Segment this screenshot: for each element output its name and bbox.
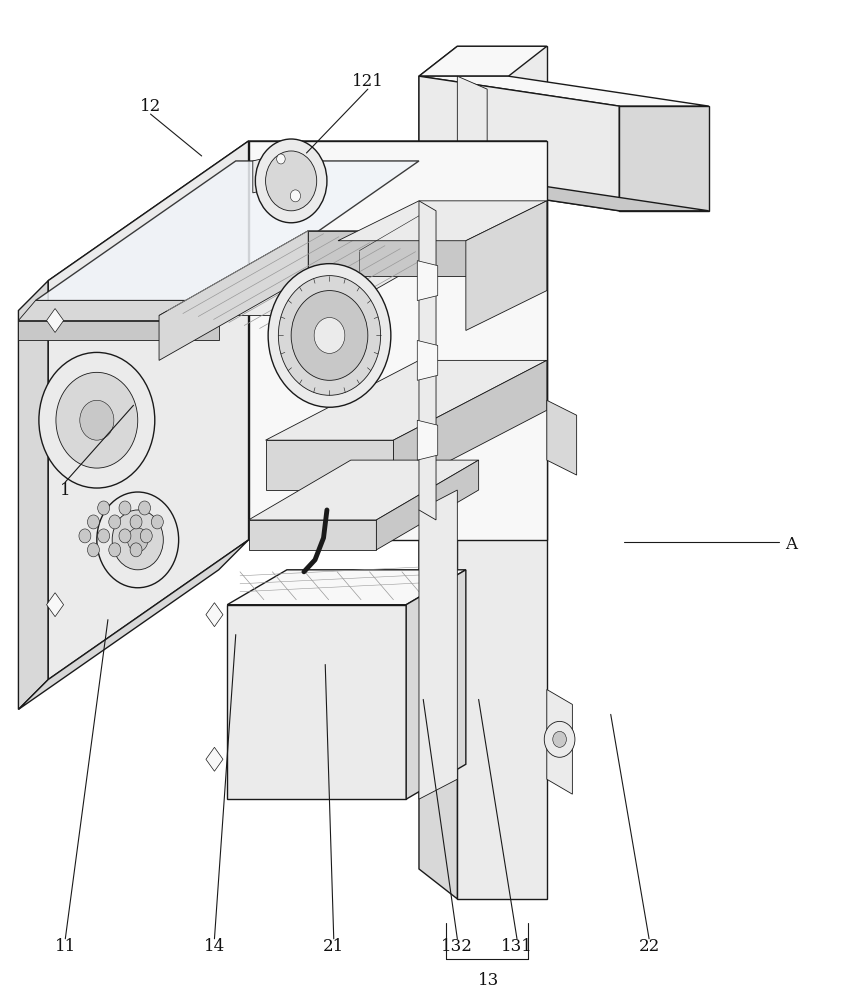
Circle shape: [112, 510, 163, 570]
Polygon shape: [227, 570, 466, 605]
Circle shape: [130, 515, 142, 529]
Text: 21: 21: [323, 938, 345, 955]
Polygon shape: [253, 151, 296, 193]
Polygon shape: [249, 520, 376, 550]
Circle shape: [130, 543, 142, 557]
Polygon shape: [547, 689, 572, 794]
Polygon shape: [619, 106, 709, 211]
Polygon shape: [35, 161, 419, 301]
Circle shape: [97, 501, 109, 515]
Text: 131: 131: [501, 938, 533, 955]
Text: 14: 14: [203, 938, 225, 955]
Text: 1: 1: [60, 482, 71, 499]
Polygon shape: [417, 261, 438, 301]
Circle shape: [97, 492, 179, 588]
Polygon shape: [48, 141, 547, 281]
Text: 13: 13: [478, 972, 499, 989]
Circle shape: [79, 529, 91, 543]
Polygon shape: [249, 141, 547, 540]
Polygon shape: [266, 440, 393, 490]
Circle shape: [268, 264, 391, 407]
Polygon shape: [466, 201, 547, 330]
Polygon shape: [547, 400, 576, 475]
Circle shape: [140, 529, 152, 543]
Polygon shape: [406, 570, 466, 799]
Polygon shape: [159, 231, 308, 360]
Circle shape: [545, 721, 575, 757]
Polygon shape: [419, 46, 457, 899]
Circle shape: [277, 154, 286, 164]
Polygon shape: [159, 231, 479, 316]
Circle shape: [119, 529, 131, 543]
Polygon shape: [393, 360, 547, 490]
Polygon shape: [206, 603, 223, 627]
Circle shape: [151, 515, 163, 529]
Circle shape: [553, 731, 566, 747]
Circle shape: [38, 352, 155, 488]
Circle shape: [97, 529, 109, 543]
Polygon shape: [46, 309, 63, 332]
Circle shape: [56, 372, 138, 468]
Polygon shape: [19, 540, 249, 709]
Circle shape: [109, 543, 121, 557]
Polygon shape: [19, 281, 48, 709]
Polygon shape: [419, 490, 457, 799]
Polygon shape: [308, 231, 479, 276]
Text: 11: 11: [55, 938, 76, 955]
Polygon shape: [419, 201, 436, 520]
Text: 121: 121: [352, 73, 384, 90]
Polygon shape: [46, 593, 63, 617]
Polygon shape: [457, 76, 487, 194]
Polygon shape: [419, 76, 709, 106]
Text: 12: 12: [140, 98, 161, 115]
Circle shape: [109, 515, 121, 529]
Circle shape: [139, 501, 150, 515]
Circle shape: [87, 543, 99, 557]
Circle shape: [266, 151, 316, 211]
Circle shape: [80, 400, 114, 440]
Circle shape: [292, 291, 368, 380]
Polygon shape: [417, 340, 438, 380]
Polygon shape: [19, 301, 219, 320]
Polygon shape: [19, 320, 219, 340]
Polygon shape: [419, 76, 619, 211]
Circle shape: [87, 515, 99, 529]
Circle shape: [279, 276, 380, 395]
Circle shape: [119, 501, 131, 515]
Circle shape: [291, 190, 300, 202]
Polygon shape: [206, 747, 223, 771]
Polygon shape: [227, 605, 406, 799]
Polygon shape: [266, 360, 547, 440]
Polygon shape: [419, 181, 709, 211]
Circle shape: [127, 528, 148, 552]
Polygon shape: [419, 46, 547, 76]
Polygon shape: [48, 141, 249, 680]
Polygon shape: [457, 46, 547, 899]
Polygon shape: [417, 420, 438, 460]
Polygon shape: [376, 460, 479, 550]
Text: 22: 22: [639, 938, 660, 955]
Text: 132: 132: [441, 938, 474, 955]
Polygon shape: [338, 201, 547, 241]
Text: A: A: [786, 536, 798, 553]
Circle shape: [314, 318, 345, 353]
Circle shape: [256, 139, 327, 223]
Polygon shape: [249, 460, 479, 520]
